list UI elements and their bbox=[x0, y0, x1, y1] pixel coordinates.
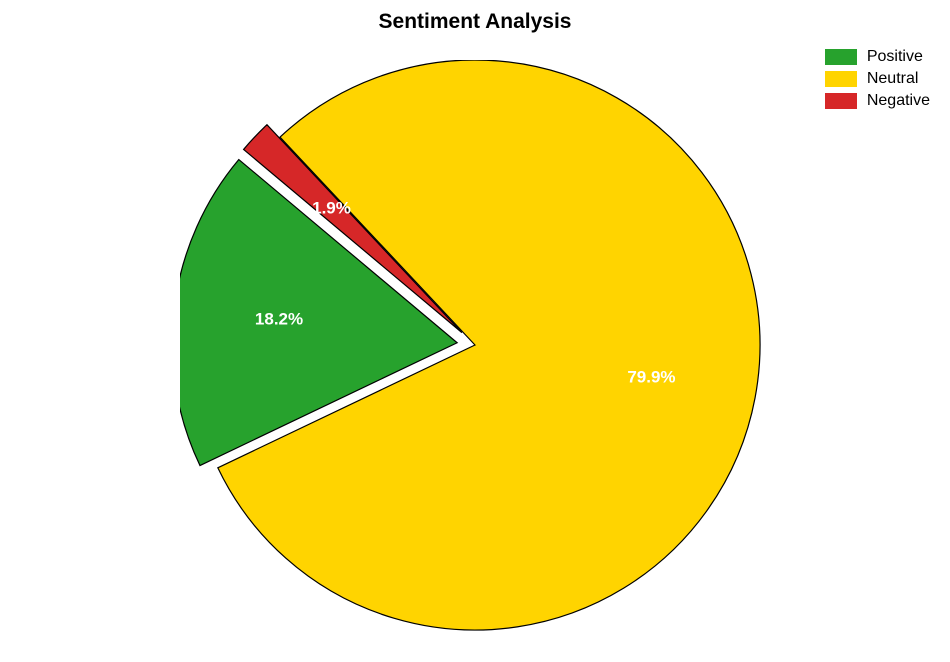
chart-title: Sentiment Analysis bbox=[379, 10, 572, 34]
legend-label: Neutral bbox=[867, 70, 919, 88]
legend-item: Neutral bbox=[825, 70, 930, 88]
legend-swatch-positive bbox=[825, 49, 857, 65]
legend-item: Negative bbox=[825, 92, 930, 110]
slice-label-negative: 1.9% bbox=[312, 199, 351, 218]
legend-label: Negative bbox=[867, 92, 930, 110]
legend-swatch-neutral bbox=[825, 71, 857, 87]
legend-swatch-negative bbox=[825, 93, 857, 109]
slice-label-positive: 18.2% bbox=[255, 310, 303, 329]
chart-container: Sentiment Analysis 18.2% 79.9% 1.9% Positi… bbox=[0, 0, 950, 662]
slice-label-neutral: 79.9% bbox=[627, 368, 675, 387]
legend-item: Positive bbox=[825, 48, 930, 66]
legend-label: Positive bbox=[867, 48, 923, 66]
legend: Positive Neutral Negative bbox=[825, 48, 930, 114]
pie-chart: 18.2% 79.9% 1.9% bbox=[180, 60, 770, 650]
